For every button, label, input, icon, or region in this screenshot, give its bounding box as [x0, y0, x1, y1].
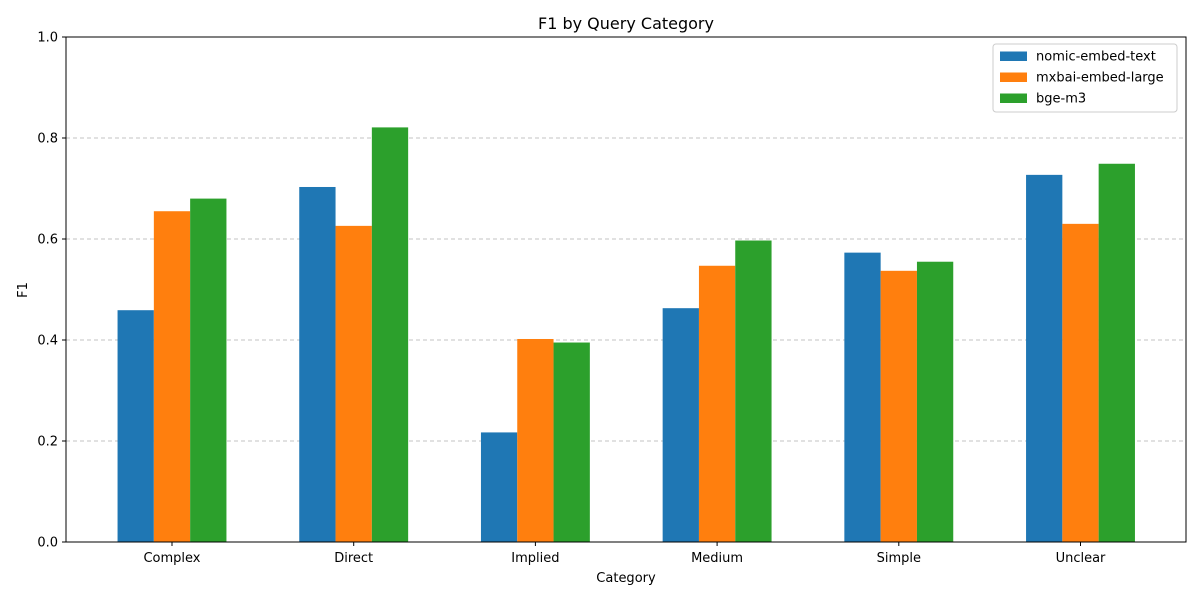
- y-axis: 0.0 0.2 0.4 0.6 0.8 1.0: [37, 31, 66, 551]
- legend-swatch: [1000, 72, 1027, 82]
- legend: nomic-embed-text mxbai-embed-large bge-m3: [992, 43, 1178, 113]
- bar: [880, 270, 917, 542]
- bar: [190, 198, 227, 542]
- bar: [517, 338, 554, 542]
- legend-label: bge-m3: [1036, 92, 1086, 107]
- y-tick-label: 0.4: [37, 334, 58, 349]
- legend-box: [992, 43, 1178, 113]
- bars: [117, 127, 1135, 543]
- x-axis-label: Category: [596, 571, 656, 586]
- x-tick-label: Implied: [511, 551, 559, 566]
- bar: [1062, 223, 1099, 542]
- bar: [117, 310, 154, 542]
- bar: [735, 240, 772, 542]
- y-tick-label: 0.2: [37, 435, 58, 450]
- bar: [480, 432, 518, 542]
- bar: [299, 186, 336, 543]
- grid-lines: [66, 137, 1186, 442]
- y-tick-label: 0.8: [37, 132, 58, 147]
- x-tick-label: Unclear: [1056, 551, 1106, 566]
- plot-frame: [65, 36, 1187, 543]
- bar: [153, 211, 191, 542]
- legend-label: mxbai-embed-large: [1036, 71, 1164, 86]
- bar: [916, 261, 954, 542]
- bar: [662, 308, 699, 542]
- bar: [553, 342, 590, 542]
- x-axis: Complex Direct Implied Medium Simple Unclear: [143, 542, 1106, 566]
- x-tick-label: Simple: [877, 551, 921, 566]
- bar: [844, 252, 881, 542]
- bar: [1026, 174, 1063, 543]
- bar: [371, 127, 409, 543]
- legend-swatch: [1000, 51, 1027, 61]
- bar: [698, 265, 736, 542]
- chart-title: F1 by Query Category: [538, 14, 714, 33]
- legend-label: nomic-embed-text: [1036, 50, 1156, 65]
- x-tick-label: Complex: [143, 551, 200, 566]
- y-axis-label: F1: [16, 282, 31, 298]
- y-tick-label: 0.6: [37, 233, 58, 248]
- legend-swatch: [1000, 93, 1027, 103]
- x-tick-label: Medium: [691, 551, 743, 566]
- y-tick-label: 0.0: [37, 536, 58, 551]
- bar: [1098, 163, 1135, 542]
- y-tick-label: 1.0: [37, 31, 58, 46]
- x-tick-label: Direct: [334, 551, 373, 566]
- bar: [335, 225, 372, 542]
